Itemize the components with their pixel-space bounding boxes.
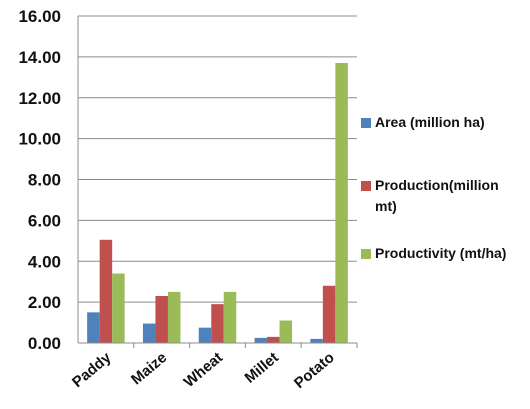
- legend-swatch: [361, 181, 371, 191]
- bar: [155, 295, 168, 343]
- x-tick-label: Wheat: [181, 349, 226, 391]
- legend: Area (million ha) Production(million mt) Pr…: [361, 114, 506, 261]
- bar: [198, 327, 212, 343]
- x-axis: Paddy Maize Wheat Millet Potato: [69, 342, 358, 392]
- y-axis: 0.00 2.00 4.00 6.00 8.00 10.00 12.00 14.00 16.00: [18, 7, 79, 353]
- bar: [223, 291, 237, 343]
- bar: [322, 285, 336, 343]
- bar: [99, 239, 113, 343]
- legend-swatch: [361, 249, 371, 259]
- bar: [279, 320, 293, 343]
- bar: [87, 312, 100, 343]
- x-tick-label: Potato: [291, 349, 338, 392]
- y-tick-label: 2.00: [28, 293, 61, 312]
- x-tick-label: Millet: [242, 349, 282, 387]
- bar: [335, 63, 348, 343]
- bar: [267, 336, 280, 343]
- bar: [112, 273, 125, 343]
- y-tick-label: 16.00: [18, 7, 61, 26]
- legend-label: Productivity (mt/ha): [375, 245, 506, 261]
- y-tick-label: 8.00: [28, 171, 61, 190]
- x-tick-label: Maize: [128, 349, 170, 388]
- y-tick-label: 12.00: [18, 89, 61, 108]
- y-tick-label: 6.00: [28, 211, 61, 230]
- y-tick-label: 0.00: [28, 334, 61, 353]
- y-tick-label: 4.00: [28, 252, 61, 271]
- gridlines: [78, 15, 357, 303]
- legend-swatch: [361, 118, 371, 128]
- y-tick-label: 14.00: [18, 48, 61, 67]
- bar: [310, 338, 323, 343]
- legend-label: Area (million ha): [375, 114, 485, 130]
- bar: [211, 304, 224, 343]
- bar: [142, 323, 156, 343]
- x-tick-label: Paddy: [69, 349, 115, 391]
- bar: [254, 337, 268, 343]
- bar: [167, 291, 181, 343]
- y-tick-label: 10.00: [18, 130, 61, 149]
- bars: [87, 63, 348, 343]
- legend-label: Production(million mt): [375, 177, 499, 214]
